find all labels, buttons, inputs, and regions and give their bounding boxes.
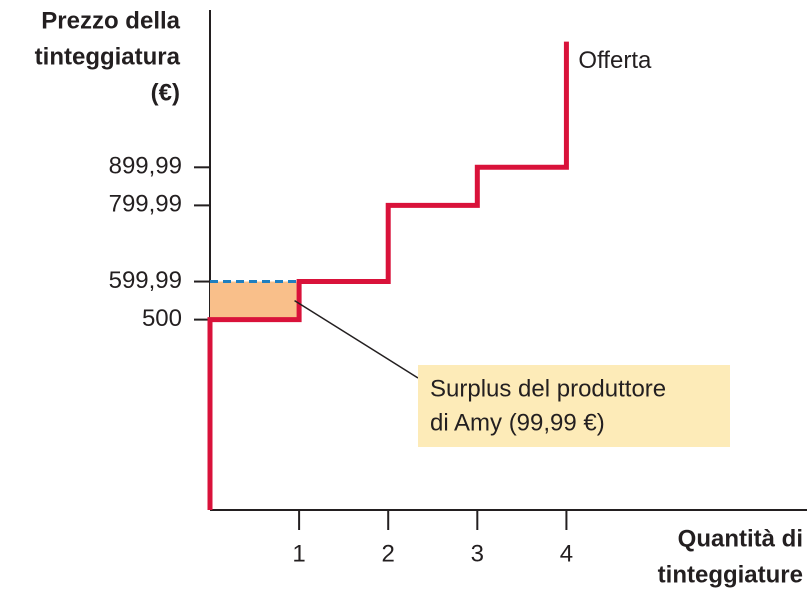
annotation-pointer — [294, 299, 419, 379]
x-tick-label: 1 — [292, 540, 305, 567]
x-tick-label: 3 — [471, 540, 484, 567]
y-axis-title: Prezzo della — [41, 7, 180, 34]
y-tick-label: 599,99 — [109, 267, 182, 294]
annotation-box — [418, 365, 730, 447]
y-tick-label: 899,99 — [109, 153, 182, 180]
supply-curve — [207, 41, 569, 510]
y-axis-title: tinteggiatura — [35, 43, 181, 70]
annotation-text: Surplus del produttore — [430, 375, 666, 402]
x-axis-title: tinteggiature — [658, 561, 803, 588]
x-tick-label: 2 — [382, 540, 395, 567]
x-tick-label: 4 — [560, 540, 573, 567]
y-tick-label: 500 — [142, 305, 182, 332]
y-tick-label: 799,99 — [109, 191, 182, 218]
annotation-text: di Amy (99,99 €) — [430, 409, 605, 436]
series-label: Offerta — [578, 47, 652, 74]
producer-surplus — [210, 281, 300, 320]
y-axis-title: (€) — [151, 79, 180, 106]
x-axis-title: Quantità di — [678, 525, 803, 552]
